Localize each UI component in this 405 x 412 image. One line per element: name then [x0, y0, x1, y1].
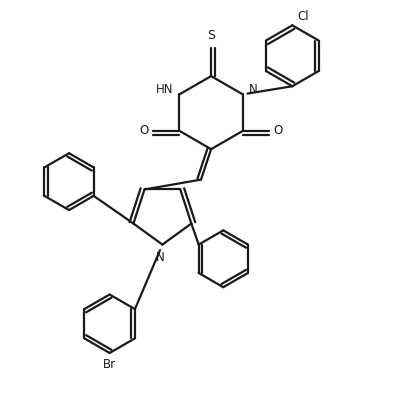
- Text: S: S: [207, 28, 215, 42]
- Text: N: N: [156, 250, 164, 264]
- Text: Cl: Cl: [296, 10, 308, 23]
- Text: Br: Br: [103, 358, 116, 371]
- Text: O: O: [139, 124, 149, 137]
- Text: N: N: [248, 83, 257, 96]
- Text: HN: HN: [156, 83, 173, 96]
- Text: O: O: [273, 124, 282, 137]
